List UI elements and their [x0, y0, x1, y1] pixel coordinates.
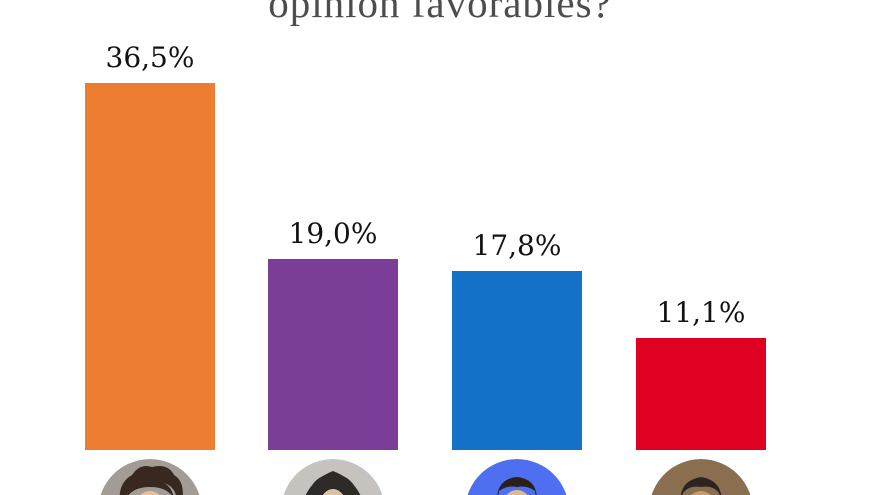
bar-leader-2: [268, 259, 398, 450]
chart-title: opinión favorables?: [268, 0, 612, 26]
bar-value-label: 11,1%: [656, 296, 746, 329]
bar-leader-3: [452, 271, 582, 450]
bar-value-label: 17,8%: [472, 229, 562, 262]
bar-value-label: 36,5%: [105, 41, 195, 74]
avatar-photo-2: [281, 459, 385, 495]
avatar-photo-1: [98, 459, 202, 495]
bar-leader-1: [85, 83, 215, 450]
avatar-photo-4: [649, 459, 753, 495]
bar-leader-4: [636, 338, 766, 450]
avatar-photo-3: [465, 459, 569, 495]
bar-value-label: 19,0%: [288, 217, 378, 250]
